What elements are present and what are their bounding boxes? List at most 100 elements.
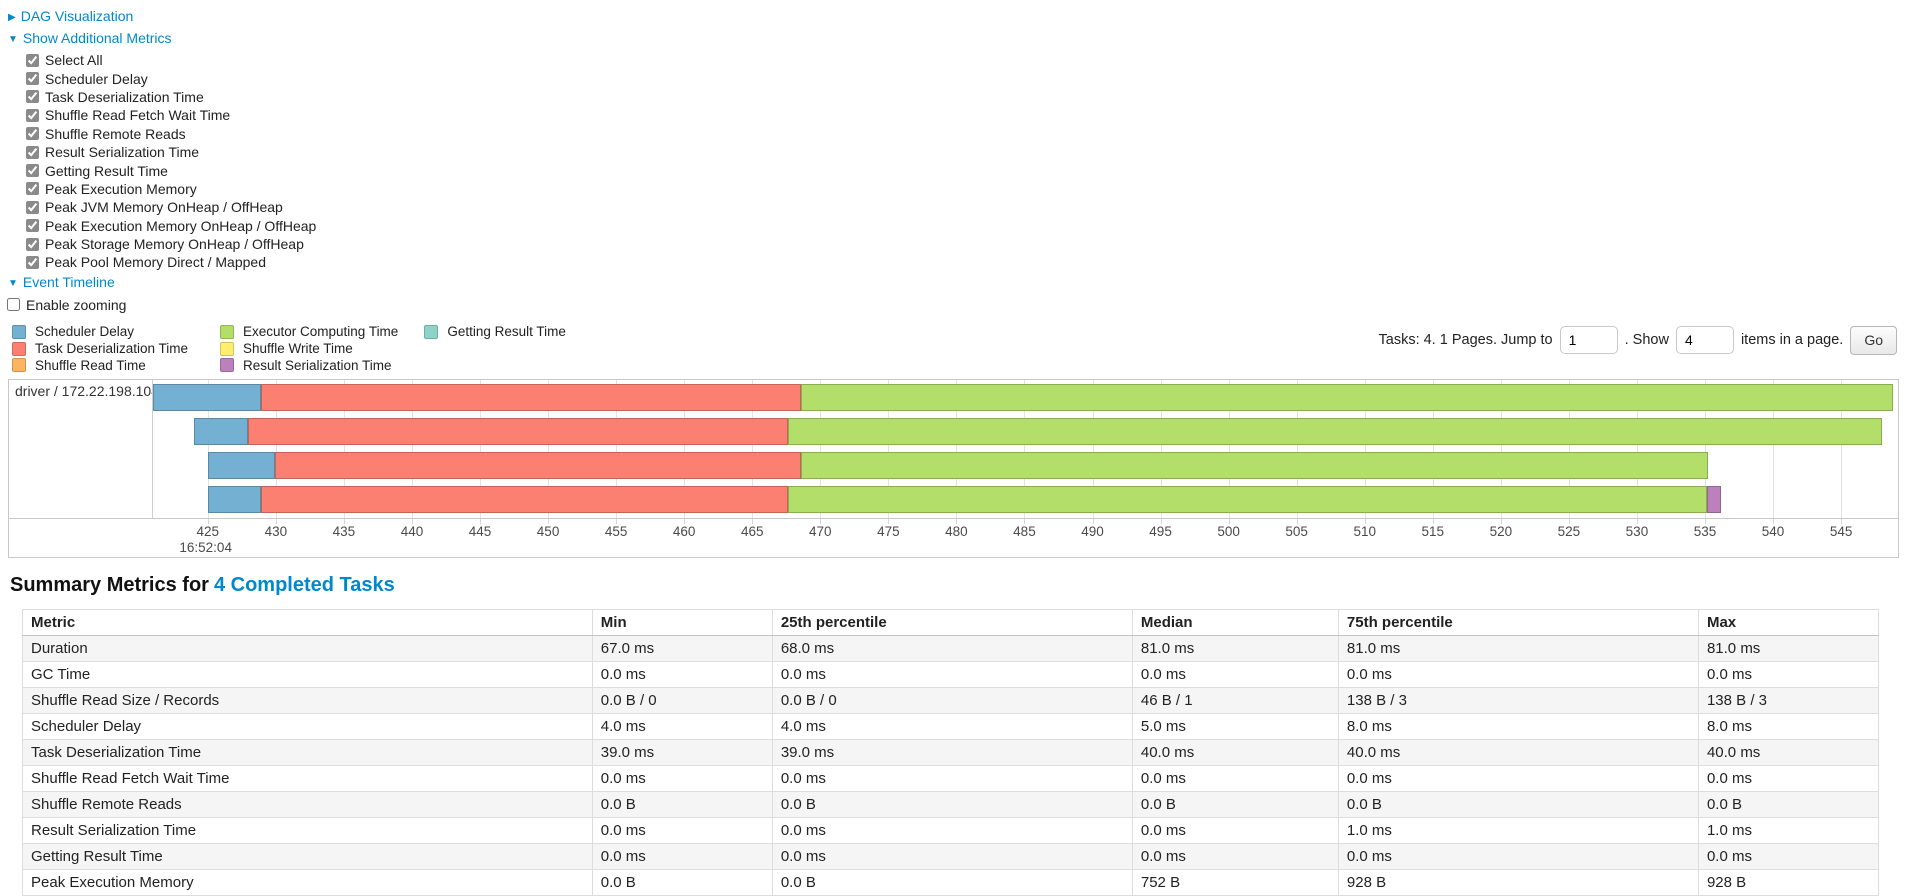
scheduler-delay-bar-segment[interactable] [208, 452, 275, 479]
task-deserialization-bar-segment[interactable] [261, 384, 801, 411]
metric-value-cell: 0.0 ms [1132, 766, 1338, 792]
metric-value-cell: 40.0 ms [1338, 740, 1698, 766]
result-serialization-bar-segment[interactable] [1707, 486, 1721, 513]
metric-option: Peak Execution Memory [26, 180, 1907, 198]
expanded-arrow-icon: ▼ [8, 30, 18, 49]
axis-tick-label: 525 [1558, 524, 1581, 539]
page-size-input[interactable] [1676, 326, 1734, 354]
task-bar-row [153, 418, 1898, 445]
metric-value-cell: 0.0 ms [772, 818, 1132, 844]
scheduler-delay-bar-segment[interactable] [153, 384, 261, 411]
metric-value-cell: 0.0 ms [592, 844, 772, 870]
axis-tick-label: 535 [1694, 524, 1717, 539]
metric-option: Getting Result Time [26, 161, 1907, 179]
metric-checkbox[interactable] [26, 164, 39, 177]
metric-value-cell: 5.0 ms [1132, 714, 1338, 740]
legend-item: Shuffle Write Time [220, 340, 398, 357]
metric-option-label: Scheduler Delay [45, 71, 148, 87]
axis-tick-label: 465 [741, 524, 764, 539]
task-deserialization-bar-segment[interactable] [248, 418, 788, 445]
metric-checkbox[interactable] [26, 72, 39, 85]
legend-item: Shuffle Read Time [12, 357, 194, 374]
metric-value-cell: 68.0 ms [772, 636, 1132, 662]
legend-item: Task Deserialization Time [12, 340, 194, 357]
axis-tick-label: 530 [1626, 524, 1649, 539]
metric-value-cell: 8.0 ms [1698, 714, 1878, 740]
task-deserialization-bar-segment[interactable] [261, 486, 788, 513]
scheduler-delay-swatch-icon [12, 325, 26, 339]
task-deserialization-bar-segment[interactable] [275, 452, 801, 479]
show-additional-metrics-toggle[interactable]: ▼Show Additional Metrics [8, 29, 1907, 49]
scheduler-delay-bar-segment[interactable] [194, 418, 248, 445]
metric-value-cell: 39.0 ms [592, 740, 772, 766]
enable-zooming-control[interactable]: Enable zooming [7, 296, 1907, 314]
table-header-cell: Median [1132, 610, 1338, 636]
metric-value-cell: 0.0 B [772, 870, 1132, 896]
legend-item: Getting Result Time [424, 324, 566, 341]
metric-value-cell: 4.0 ms [592, 714, 772, 740]
metric-checkbox[interactable] [26, 90, 39, 103]
metric-checkbox[interactable] [26, 109, 39, 122]
axis-tick-label: 515 [1422, 524, 1445, 539]
axis-tick-label: 495 [1149, 524, 1172, 539]
metric-value-cell: 0.0 ms [1132, 662, 1338, 688]
scheduler-delay-bar-segment[interactable] [208, 486, 261, 513]
metric-value-cell: 0.0 ms [772, 766, 1132, 792]
metric-value-cell: 0.0 B / 0 [592, 688, 772, 714]
metric-option-label: Peak Storage Memory OnHeap / OffHeap [45, 236, 304, 252]
axis-tick-label: 455 [605, 524, 628, 539]
summary-title-text: Summary Metrics for [10, 574, 209, 596]
dag-visualization-toggle[interactable]: ▶DAG Visualization [8, 7, 1907, 27]
axis-time-label: 16:52:04 [179, 540, 232, 555]
metric-value-cell: 67.0 ms [592, 636, 772, 662]
metric-option-label: Task Deserialization Time [45, 89, 204, 105]
go-button[interactable]: Go [1850, 326, 1897, 355]
metric-checkbox[interactable] [26, 238, 39, 251]
metric-checkbox[interactable] [26, 182, 39, 195]
metric-option: Shuffle Read Fetch Wait Time [26, 106, 1907, 124]
executor-computing-bar-segment[interactable] [788, 418, 1882, 445]
metric-checkbox[interactable] [26, 219, 39, 232]
metric-checkbox[interactable] [26, 201, 39, 214]
metric-checkbox[interactable] [26, 127, 39, 140]
metric-value-cell: 0.0 ms [1698, 662, 1878, 688]
axis-tick-label: 460 [673, 524, 696, 539]
axis-tick-label: 505 [1285, 524, 1308, 539]
metric-name-cell: Shuffle Read Fetch Wait Time [23, 766, 593, 792]
metric-checkbox[interactable] [26, 256, 39, 269]
getting-result-swatch-icon [424, 325, 438, 339]
metric-option-label: Peak Execution Memory OnHeap / OffHeap [45, 218, 316, 234]
legend-item: Result Serialization Time [220, 357, 398, 374]
metric-value-cell: 928 B [1338, 870, 1698, 896]
metric-option-label: Shuffle Remote Reads [45, 126, 186, 142]
legend-item: Scheduler Delay [12, 324, 194, 341]
metric-checkbox[interactable] [26, 54, 39, 67]
executor-computing-bar-segment[interactable] [788, 486, 1707, 513]
shuffle-write-swatch-icon [220, 342, 234, 356]
metric-value-cell: 0.0 ms [1132, 818, 1338, 844]
metric-checkbox[interactable] [26, 146, 39, 159]
axis-tick-label: 540 [1762, 524, 1785, 539]
legend-label: Shuffle Read Time [35, 358, 146, 373]
metric-name-cell: Getting Result Time [23, 844, 593, 870]
jump-to-page-input[interactable] [1560, 326, 1618, 354]
metric-value-cell: 40.0 ms [1698, 740, 1878, 766]
axis-tick-label: 435 [333, 524, 356, 539]
executor-computing-bar-segment[interactable] [801, 452, 1708, 479]
axis-tick-label: 470 [809, 524, 832, 539]
enable-zooming-checkbox[interactable] [7, 298, 20, 311]
executor-computing-bar-segment[interactable] [801, 384, 1893, 411]
completed-tasks-link[interactable]: 4 Completed Tasks [214, 574, 395, 596]
executor-label: driver / 172.22.198.104 [9, 380, 153, 518]
event-timeline-toggle[interactable]: ▼Event Timeline [8, 273, 1907, 293]
metric-name-cell: Duration [23, 636, 593, 662]
